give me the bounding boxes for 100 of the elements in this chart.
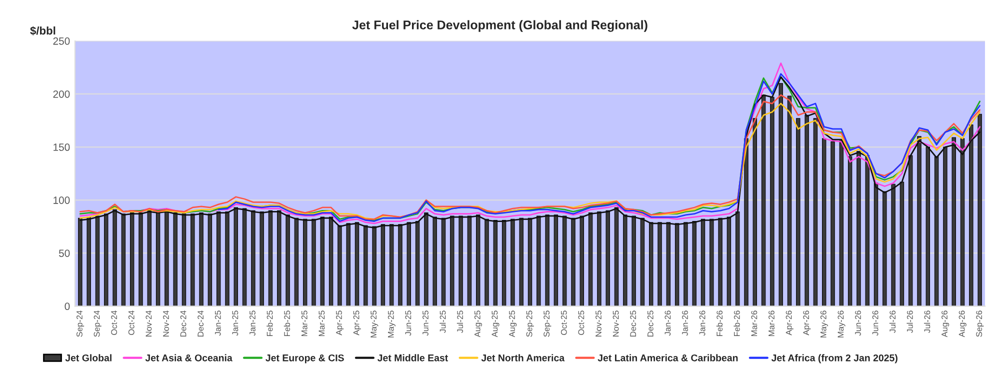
bar — [121, 214, 126, 306]
bar — [952, 137, 956, 306]
x-tick-label: Jul-26 — [889, 310, 896, 333]
bar — [528, 218, 532, 306]
bar — [234, 207, 238, 306]
bar — [450, 216, 454, 306]
x-tick-label: Jun-25 — [422, 310, 428, 336]
bar — [251, 210, 256, 306]
x-tick-label: Mar-26 — [751, 310, 758, 336]
y-tick-label: 50 — [58, 250, 70, 257]
bar — [830, 141, 835, 306]
bar — [736, 211, 740, 306]
bar — [354, 222, 360, 306]
bar — [112, 209, 117, 306]
bar — [338, 225, 342, 306]
bar — [787, 96, 792, 306]
bar — [493, 220, 498, 306]
bar — [822, 138, 826, 306]
bar — [640, 218, 645, 306]
x-tick-label: Jul-25 — [440, 310, 446, 333]
bar — [484, 218, 489, 306]
legend-label: Jet Europe & CIS — [266, 354, 344, 364]
x-tick-label: Jan-25 — [250, 310, 256, 336]
y-tick-label: 0 — [64, 302, 70, 310]
bar — [684, 222, 688, 306]
y-tick-label: 200 — [53, 90, 70, 98]
bar — [726, 216, 732, 306]
x-tick-label: Jun-26 — [855, 310, 861, 336]
x-tick-label: Jan-25 — [214, 310, 221, 336]
x-tick-label: May-26 — [838, 310, 846, 338]
legend-label: Jet Latin America & Caribbean — [598, 354, 738, 362]
bar — [225, 211, 230, 306]
x-tick-label: Dec-25 — [630, 310, 636, 336]
x-tick-label: Nov-24 — [163, 310, 169, 336]
bar — [286, 214, 290, 306]
bar — [658, 222, 662, 306]
bar — [260, 211, 264, 306]
legend-label: Jet Asia & Oceania — [145, 354, 232, 362]
x-tick-label: Aug-25 — [492, 310, 500, 338]
x-tick-label: Apr-26 — [786, 310, 794, 336]
x-tick-label: Dec-24 — [180, 310, 186, 336]
bar — [95, 216, 100, 306]
x-tick-label: Dec-24 — [198, 310, 204, 336]
x-tick-label: Sep-24 — [94, 310, 102, 337]
bar — [700, 218, 706, 306]
bar — [208, 214, 212, 306]
bar — [138, 212, 143, 306]
bar — [744, 138, 748, 306]
bar — [86, 216, 91, 306]
bar — [156, 211, 160, 306]
bar — [900, 182, 904, 306]
bar — [778, 83, 783, 306]
x-tick-label: Feb-26 — [716, 310, 723, 336]
bar — [467, 216, 472, 306]
x-tick-label: Jul-26 — [906, 310, 913, 333]
y-tick-label: 100 — [54, 196, 70, 204]
bar — [666, 222, 670, 306]
bar — [770, 96, 774, 306]
x-tick-label: Jan-26 — [699, 310, 706, 336]
x-tick-label: Oct-25 — [560, 310, 567, 335]
bar — [294, 218, 299, 306]
legend-label: Jet Global — [65, 354, 112, 362]
bar — [632, 216, 636, 306]
bar — [710, 218, 714, 306]
x-tick-label: Sep-25 — [544, 310, 552, 337]
bar — [328, 216, 334, 306]
bar — [761, 94, 766, 306]
bar — [390, 224, 394, 306]
bar — [960, 138, 965, 306]
bar — [614, 207, 619, 306]
bar — [649, 222, 654, 306]
x-tick-label: Sep-25 — [526, 310, 534, 337]
bar — [562, 216, 567, 306]
bar — [303, 218, 308, 306]
bar — [943, 146, 948, 306]
bar — [424, 212, 428, 306]
legend-label: Jet Africa (from 2 Jan 2025) — [771, 354, 898, 364]
bar — [398, 224, 402, 306]
x-tick-label: Jun-26 — [872, 310, 878, 336]
bar — [190, 214, 195, 306]
bar — [268, 210, 273, 306]
bar — [173, 212, 178, 306]
y-tick-label: 150 — [54, 144, 70, 151]
bar — [458, 216, 463, 306]
bar — [476, 214, 480, 306]
bar — [874, 182, 878, 306]
x-tick-label: Aug-26 — [958, 310, 966, 338]
x-tick-label: Nov-25 — [612, 310, 619, 336]
bar — [606, 210, 610, 306]
line-series — [218, 73, 981, 222]
bar — [597, 211, 602, 306]
bar — [216, 211, 221, 306]
x-tick-label: Apr-25 — [336, 310, 344, 336]
x-tick-label: Oct-24 — [128, 310, 134, 335]
bar — [545, 214, 550, 306]
bar — [364, 225, 368, 306]
x-tick-label: Jul-25 — [456, 310, 464, 333]
bar — [839, 140, 844, 306]
bar — [554, 214, 558, 306]
bar — [926, 146, 930, 306]
